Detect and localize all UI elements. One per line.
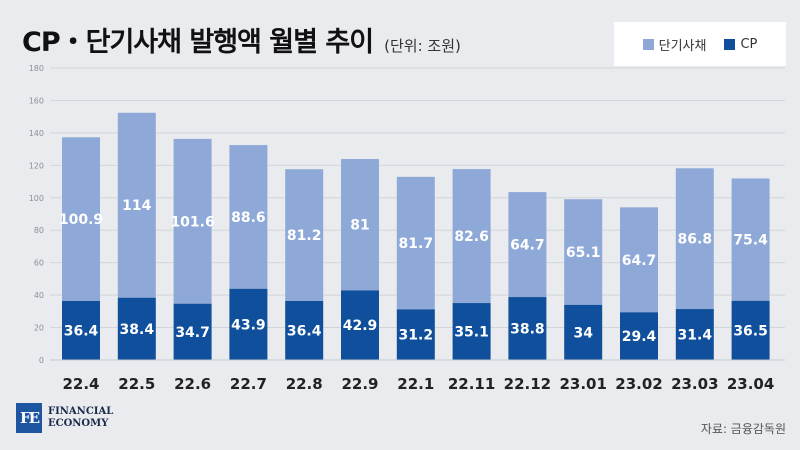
x-tick-label: 22.9 (341, 375, 378, 393)
bar-cp (508, 297, 547, 360)
legend: 단기사채 CP (614, 22, 786, 66)
y-tick-label: 160 (29, 96, 44, 105)
data-label-cp: 35.1 (454, 325, 489, 341)
y-tick-label: 120 (29, 161, 44, 170)
bar-stb (173, 138, 212, 304)
bar-cp (396, 309, 435, 360)
bar-stb (675, 168, 714, 310)
data-label-stb: 65.1 (566, 245, 601, 261)
legend-swatch-stb (642, 38, 654, 50)
data-label-stb: 82.6 (454, 229, 489, 245)
bar-cp (229, 288, 268, 360)
data-label-stb: 114 (122, 198, 151, 214)
legend-label-stb: 단기사채 (658, 38, 707, 54)
bar-stb (396, 176, 435, 310)
chart-title-block: CP・단기사채 발행액 월별 추이 (단위: 조원) (22, 20, 461, 59)
data-label-stb: 88.6 (231, 210, 266, 226)
y-tick-label: 140 (29, 129, 44, 138)
data-label-cp: 34 (573, 325, 593, 341)
x-tick-label: 22.4 (62, 375, 99, 393)
x-tick-label: 22.8 (286, 375, 323, 393)
data-label-cp: 31.4 (678, 328, 713, 344)
data-label-cp: 34.7 (175, 325, 210, 341)
bar-stb (62, 137, 100, 301)
logo-text: FINANCIAL ECONOMY (48, 406, 113, 430)
y-tick-label: 180 (29, 64, 44, 73)
x-tick-label: 22.1 (397, 375, 434, 393)
data-label-cp: 36.4 (64, 323, 99, 339)
bar-stb (452, 169, 491, 304)
source-note: 자료: 금융감독원 (700, 422, 786, 436)
bar-stb (620, 207, 658, 313)
bar-cp (62, 300, 100, 360)
bar-cp (731, 300, 770, 360)
x-tick-label: 22.12 (504, 375, 551, 393)
data-label-stb: 101.6 (170, 214, 214, 230)
x-tick-label: 23.03 (671, 375, 718, 393)
x-tick-label: 22.5 (118, 375, 155, 393)
data-label-cp: 36.4 (287, 323, 322, 339)
x-tick-label: 23.01 (559, 375, 606, 393)
x-tick-label: 23.02 (615, 375, 662, 393)
x-tick-label: 22.6 (174, 375, 211, 393)
data-label-stb: 81.7 (399, 236, 434, 252)
y-tick-label: 60 (34, 259, 44, 268)
bar-cp (620, 312, 658, 360)
bar-stb (341, 159, 379, 291)
data-label-stb: 64.7 (510, 238, 545, 254)
x-tick-label: 22.7 (230, 375, 267, 393)
bar-cp (564, 304, 603, 360)
legend-swatch-cp (724, 38, 736, 50)
legend-item-stb: 단기사채 (642, 35, 707, 54)
data-label-stb: 100.9 (59, 212, 103, 228)
chart-title: CP・단기사채 발행액 월별 추이 (22, 27, 374, 58)
bar-stb (229, 145, 268, 289)
y-tick-label: 40 (34, 291, 44, 300)
y-tick-label: 80 (34, 226, 44, 235)
bar-stb (564, 199, 603, 305)
data-label-stb: 64.7 (622, 253, 657, 269)
logo-line1: FINANCIAL (48, 406, 114, 417)
x-tick-label: 23.04 (727, 375, 774, 393)
bar-stb (285, 169, 324, 301)
unit-label: (단위: 조원) (384, 37, 461, 55)
bar-cp (675, 309, 714, 360)
legend-label-cp: CP (740, 36, 758, 52)
y-tick-label: 20 (34, 324, 44, 333)
data-label-cp: 31.2 (399, 328, 434, 344)
data-label-cp: 29.4 (622, 329, 657, 345)
financial-economy-logo: FE FINANCIAL ECONOMY (16, 403, 113, 433)
bar-cp (117, 297, 156, 360)
logo-mark: FE (16, 403, 42, 433)
bar-stb (731, 178, 770, 301)
bar-cp (341, 290, 379, 360)
bar-stb (508, 192, 547, 298)
data-label-stb: 81.2 (287, 228, 322, 244)
data-label-stb: 75.4 (733, 233, 768, 249)
bar-cp (173, 303, 212, 360)
data-label-cp: 43.9 (231, 317, 266, 333)
data-label-cp: 42.9 (343, 318, 378, 334)
y-tick-label: 100 (29, 194, 44, 203)
bar-cp (452, 303, 491, 360)
data-label-cp: 38.4 (120, 322, 155, 338)
legend-item-cp: CP (724, 37, 757, 52)
data-label-cp: 36.5 (733, 323, 768, 339)
y-tick-label: 0 (39, 356, 44, 365)
data-label-stb: 86.8 (678, 232, 713, 248)
data-label-cp: 38.8 (510, 322, 545, 338)
data-label-stb: 81 (350, 218, 369, 234)
x-tick-label: 22.11 (448, 375, 495, 393)
bar-cp (285, 300, 324, 360)
bar-stb (117, 112, 156, 298)
logo-line2: ECONOMY (48, 418, 109, 429)
